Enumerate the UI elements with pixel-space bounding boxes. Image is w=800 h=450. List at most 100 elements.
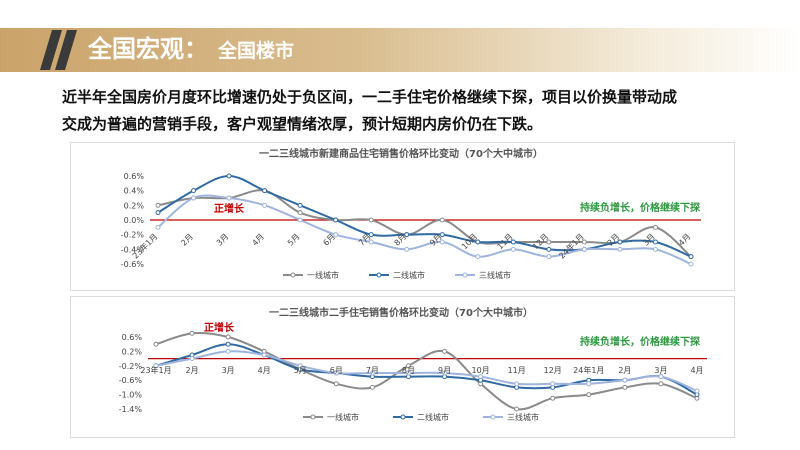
data-point — [225, 348, 231, 354]
data-point — [368, 232, 374, 238]
data-point — [617, 239, 623, 245]
x-tick-label: 5月 — [286, 232, 302, 248]
data-point — [688, 261, 694, 267]
series-line-2 — [157, 174, 692, 258]
legend-label: 一线城市 — [327, 412, 359, 422]
y-tick-label: -0.6% — [121, 260, 145, 269]
y-tick-label: -1.4% — [119, 405, 143, 414]
data-point — [478, 374, 484, 380]
data-point — [617, 246, 623, 252]
legend-marker — [290, 272, 296, 278]
data-point — [658, 374, 664, 380]
positive-growth-label: 正增长 — [214, 202, 245, 215]
y-tick-label: 0.6% — [122, 333, 143, 342]
x-tick-label: 4月 — [250, 232, 266, 248]
summary-text: 近半年全国房价月度环比增速仍处于负区间，一二手住宅价格继续下探，项目以价换量带动… — [62, 84, 762, 138]
data-point — [510, 239, 516, 245]
x-tick-label: 2月 — [606, 232, 622, 248]
x-tick-label: 3月 — [215, 232, 231, 248]
new-home-price-chart: 一二三线城市新建商品住宅销售价格环比变动（70个大中城市） 0.6% 0.4% 0.2… — [70, 142, 735, 291]
data-point — [333, 370, 339, 376]
data-point — [297, 202, 303, 208]
legend-marker — [400, 414, 406, 420]
data-point — [510, 246, 516, 252]
y-tick-label: -0.2% — [119, 362, 143, 371]
series-line-2 — [155, 343, 698, 396]
x-tick-label: 24年1月 — [557, 231, 586, 260]
x-tick-label: 3月 — [654, 366, 667, 375]
data-point — [652, 246, 658, 252]
data-point — [514, 406, 520, 412]
data-point — [368, 239, 374, 245]
data-point — [225, 334, 231, 340]
data-point — [297, 363, 303, 369]
data-point — [155, 202, 161, 208]
new-home-price-svg: 一二三线城市新建商品住宅销售价格环比变动（70个大中城市） 0.6% 0.4% 0.2… — [121, 147, 701, 280]
data-point — [581, 239, 587, 245]
resale-home-price-svg: 一二三线城市二手住宅销售价格环比变动（70个大中城市） 0.6% 0.2% -0.2%… — [119, 306, 707, 422]
data-point — [404, 246, 410, 252]
series-line-1 — [155, 332, 698, 411]
y-tick-label: 0.4% — [124, 187, 145, 196]
data-point — [333, 381, 339, 387]
data-point — [586, 392, 592, 398]
chart-title: 一二三线城市新建商品住宅销售价格环比变动（70个大中城市） — [259, 147, 543, 160]
data-point — [652, 224, 658, 230]
legend-label: 二线城市 — [417, 412, 449, 422]
data-point — [405, 370, 411, 376]
data-point — [297, 217, 303, 223]
positive-growth-label: 正增长 — [204, 321, 235, 334]
data-point — [153, 341, 159, 347]
y-tick-label: 0.2% — [124, 201, 145, 210]
data-point — [226, 195, 232, 201]
data-point — [688, 254, 694, 260]
data-point — [439, 239, 445, 245]
x-tick-label: 2月 — [618, 366, 631, 375]
data-point — [333, 217, 339, 223]
x-tick-label: 6月 — [330, 366, 343, 375]
legend-marker — [462, 272, 468, 278]
y-tick-label: -1.0% — [119, 391, 143, 400]
negative-growth-label: 持续负增长，价格继续下探 — [580, 201, 700, 214]
data-point — [153, 363, 159, 369]
data-point — [191, 195, 197, 201]
data-point — [581, 246, 587, 252]
y-tick-label: 0.6% — [124, 172, 145, 181]
x-tick-label: 24年1月 — [573, 365, 604, 375]
y-tick-label: 0.2% — [122, 347, 143, 356]
data-point — [658, 381, 664, 387]
x-tick-label: 3月 — [641, 232, 657, 248]
data-point — [333, 232, 339, 238]
data-point — [694, 388, 700, 394]
data-point — [439, 217, 445, 223]
data-point — [368, 217, 374, 223]
x-tick-label: 11月 — [508, 366, 526, 375]
x-tick-label: 9月 — [438, 366, 451, 375]
x-tick-label: 23年1月 — [140, 365, 171, 375]
data-point — [226, 173, 232, 179]
data-point — [297, 210, 303, 216]
data-point — [475, 254, 481, 260]
data-point — [191, 188, 197, 194]
legend-label: 二线城市 — [393, 270, 425, 280]
data-point — [550, 395, 556, 401]
y-tick-label: -0.2% — [121, 231, 145, 240]
x-tick-label: 3月 — [222, 366, 235, 375]
summary-line-1: 近半年全国房价月度环比增速仍处于负区间，一二手住宅价格继续下探，项目以价换量带动… — [62, 88, 678, 106]
x-tick-label: 10月 — [472, 366, 490, 375]
data-point — [586, 381, 592, 387]
data-point — [442, 370, 448, 376]
data-point — [622, 377, 628, 383]
data-point — [155, 210, 161, 216]
data-point — [155, 224, 161, 230]
data-point — [189, 330, 195, 336]
data-point — [261, 352, 267, 358]
legend-marker — [376, 272, 382, 278]
data-point — [442, 348, 448, 354]
data-point — [262, 188, 268, 194]
y-tick-label: -0.6% — [119, 376, 143, 385]
data-point — [369, 370, 375, 376]
resale-home-price-chart: 一二三线城市二手住宅销售价格环比变动（70个大中城市） 0.6% 0.2% -0.2%… — [70, 296, 735, 438]
data-point — [405, 363, 411, 369]
legend-label: 三线城市 — [479, 270, 511, 280]
